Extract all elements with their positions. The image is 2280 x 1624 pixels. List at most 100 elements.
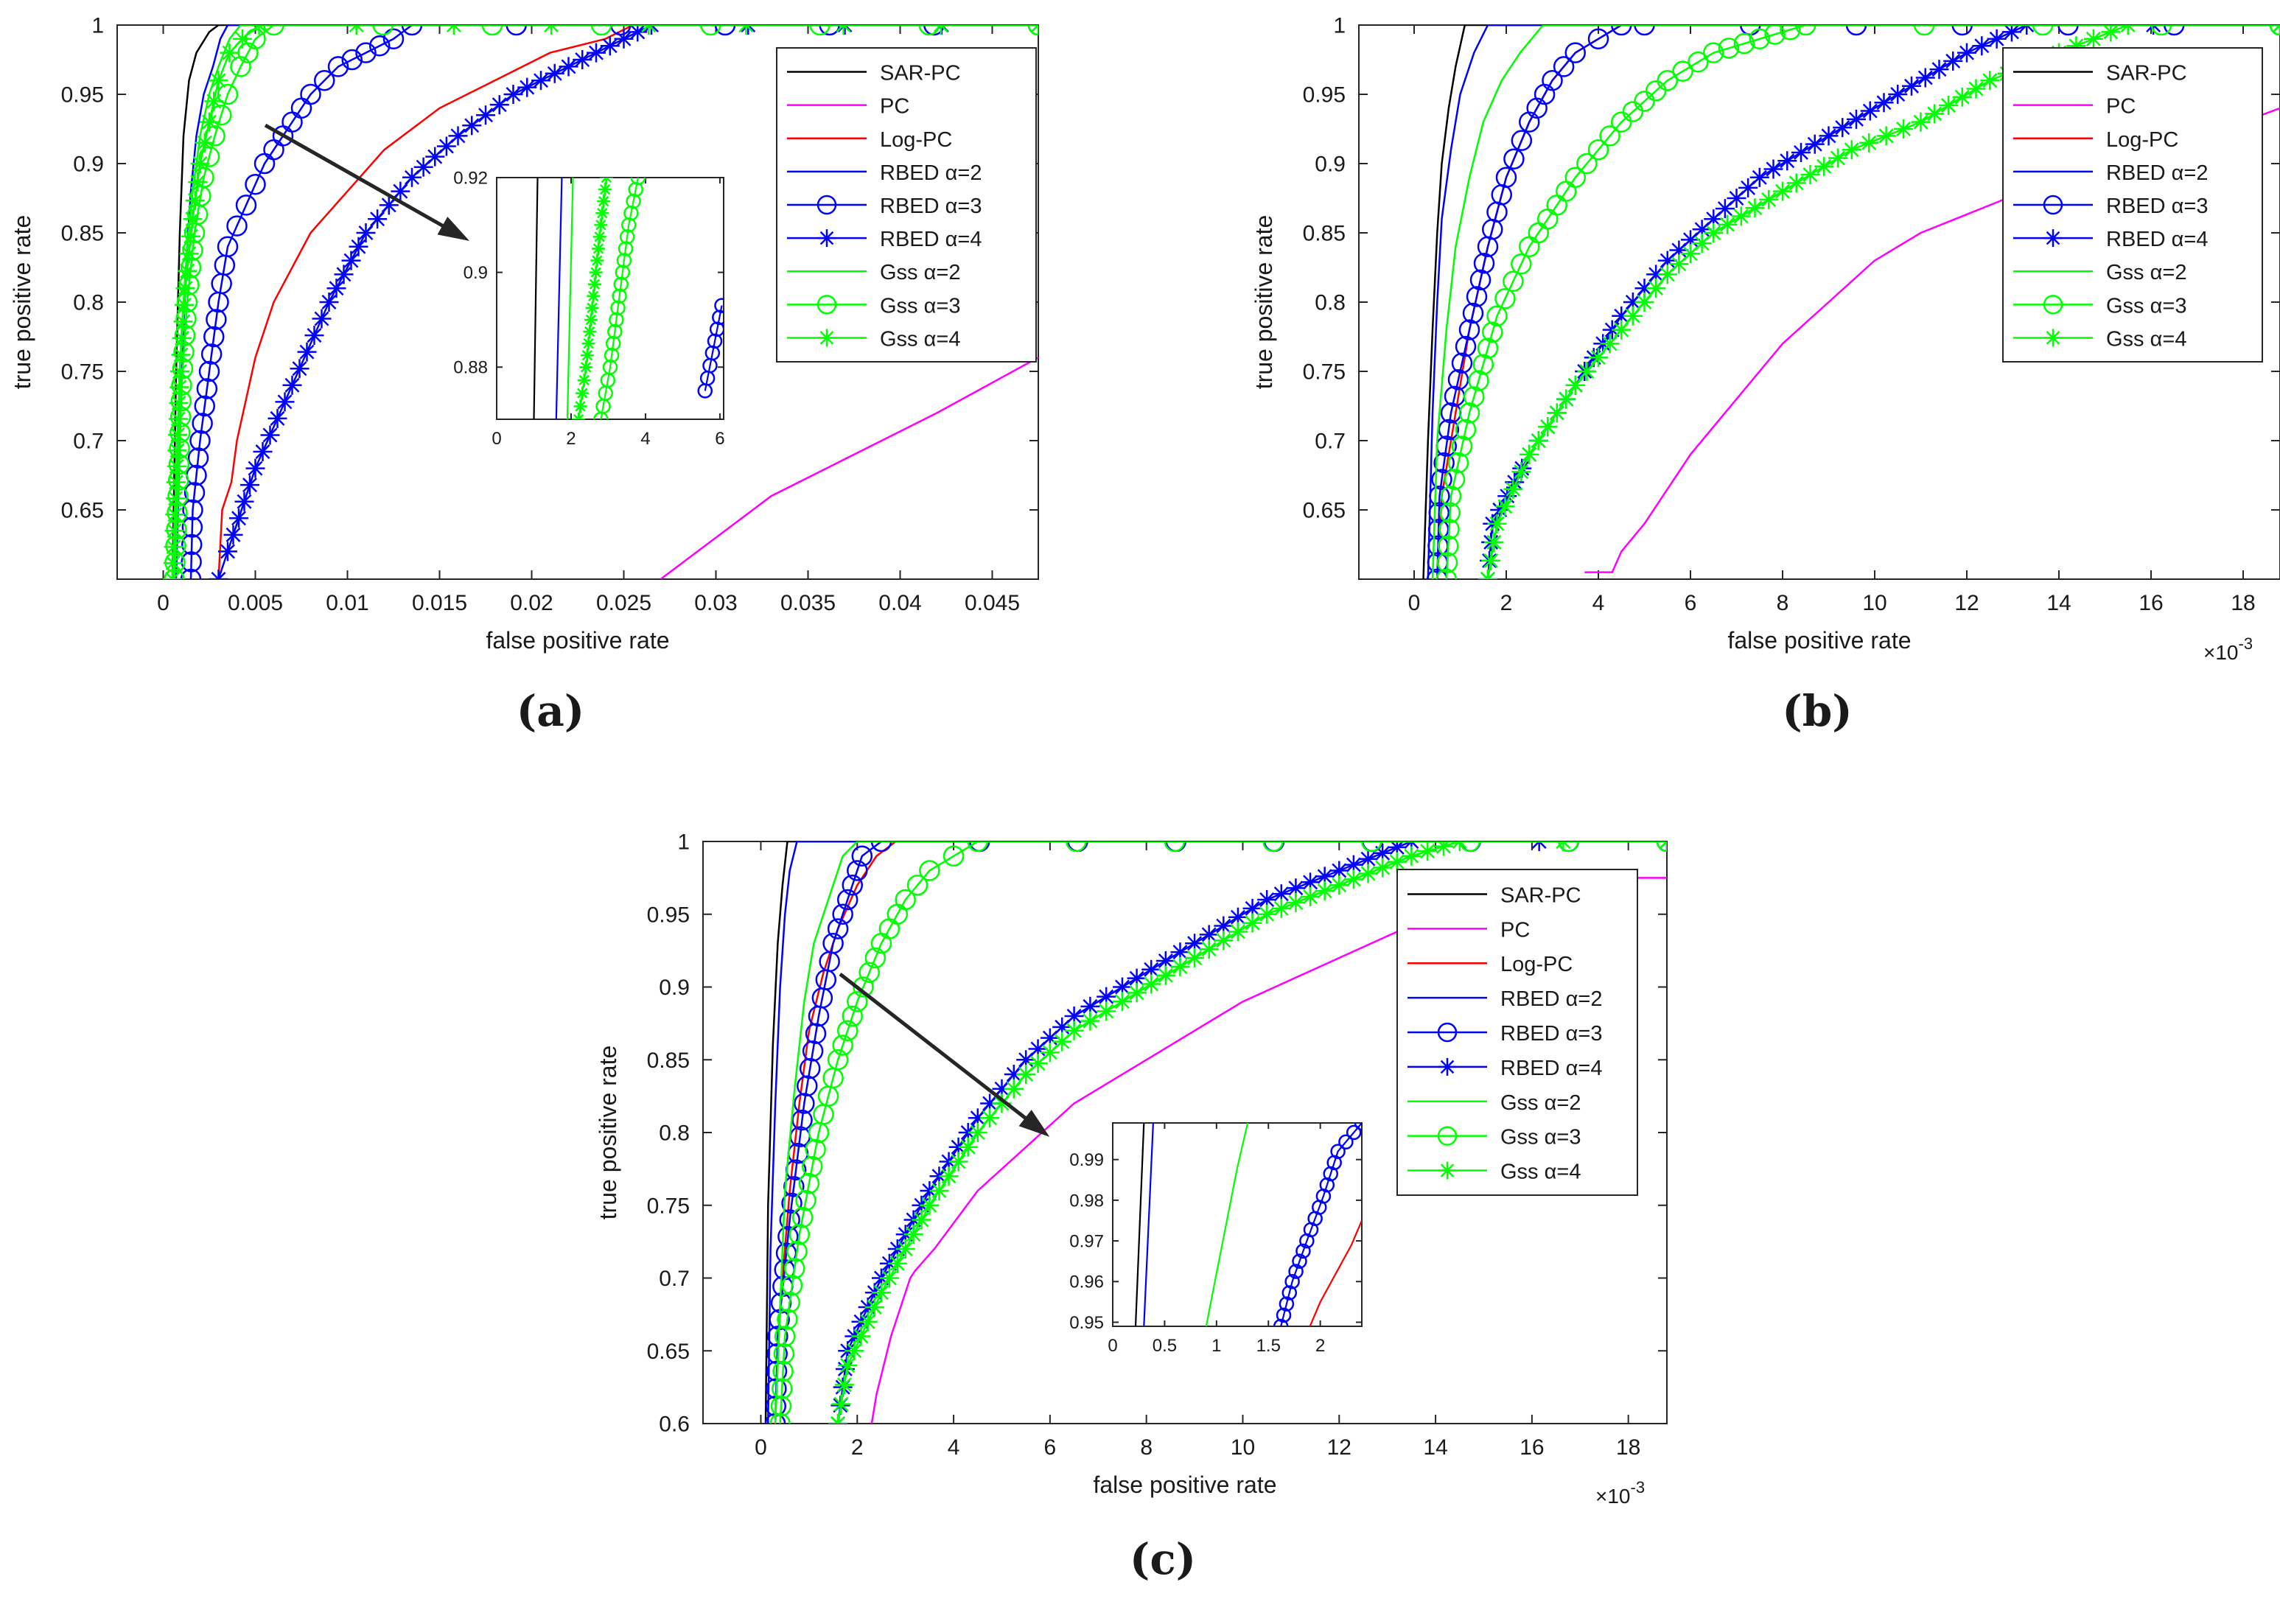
chart-a-legend-item-label: PC <box>880 95 909 119</box>
chart-c-series-rbed-3-marker <box>779 1209 800 1231</box>
chart-c-series-gss-4-marker-stroke <box>1389 854 1405 869</box>
chart-a-legend-item-marker <box>818 329 836 347</box>
chart-c-series-rbed-4-marker-stroke <box>1144 962 1159 977</box>
chart-b-series-gss-3-marker <box>1913 25 1935 36</box>
chart-c-series-gss-3-marker <box>770 1396 792 1417</box>
chart-a-series-rbed-4-marker-stroke <box>211 572 220 579</box>
chart-c-series-gss-4-marker <box>958 1137 978 1157</box>
chart-a-inset-series-gss-3-marker <box>607 323 623 340</box>
chart-a-x-axis-label: false positive rate <box>486 627 669 654</box>
chart-a-inset-series-gss-4-marker-stroke <box>583 337 594 349</box>
chart-a-inset-y-tick-label: 0.9 <box>464 263 488 283</box>
chart-b-series-gss-4-marker-stroke <box>1941 98 1956 113</box>
chart-b-series-gss-4-marker <box>1759 189 1779 209</box>
chart-b-series-rbed-4-marker <box>1915 68 1935 88</box>
chart-c-series-gss-3-marker <box>836 1020 859 1041</box>
chart-b-series-gss-3-marker <box>1780 25 1801 41</box>
chart-a-series-gss-4-marker <box>736 25 756 35</box>
chart-a-series-rbed-4-marker-stroke <box>225 527 241 542</box>
chart-b-series-gss-4-marker <box>1623 306 1643 326</box>
chart-b-series-gss-4-marker <box>1925 104 1945 124</box>
chart-b-series-gss-4-marker-stroke <box>1591 350 1606 365</box>
chart-a-legend: SAR-PC PC Log-PC RBED α=2 RBED α=3 RBED α=4 Gs… <box>776 47 1037 363</box>
chart-a-series-rbed-4-marker <box>341 251 361 270</box>
chart-b-series-gss-3-marker <box>1436 552 1458 573</box>
chart-a-series-rbed-3-marker <box>181 533 203 556</box>
chart-a-series-gss-4-marker-stroke <box>202 114 217 130</box>
chart-c-series-gss-4-marker <box>912 1210 931 1230</box>
chart-c-series-gss-4-marker-stroke <box>1660 841 1667 849</box>
chart-c-series-gss-3-marker <box>919 860 940 881</box>
chart-a-series-rbed-3-marker <box>923 25 945 36</box>
chart-c-inset-y-tick-label: 0.96 <box>1069 1273 1104 1292</box>
chart-c-series-gss-4-marker-stroke <box>1172 959 1188 974</box>
chart-c-inset-series-rbed-3-marker <box>1281 1285 1298 1301</box>
chart-c-inset-series-log-pc-line <box>1309 1220 1362 1326</box>
chart-b-series-gss-4-marker-stroke <box>1486 572 1495 579</box>
chart-b-series-gss-4-marker-stroke <box>1531 433 1546 448</box>
chart-b-legend-item-label: SAR-PC <box>2106 62 2187 85</box>
chart-a-series-gss-3-marker <box>263 25 284 36</box>
chart-c-inset-x-tick-label: 1 <box>1211 1336 1221 1356</box>
chart-c-inset-series-rbed-3-marker <box>1276 1307 1292 1323</box>
chart-a-series-rbed-4-marker-stroke <box>242 477 257 493</box>
chart-c-series-gss-4-marker <box>1657 841 1667 851</box>
chart-a-inset-series-gss-4-marker-stroke <box>592 243 604 254</box>
chart-b-series-rbed-4-marker-stroke <box>1766 161 1781 177</box>
chart-c-x-tick-label: 16 <box>1520 1435 1544 1460</box>
chart-c-series-gss-4-marker <box>879 1268 899 1288</box>
chart-c-series-rbed-4-marker <box>1199 925 1219 945</box>
chart-a-inset-x-tick-label: 2 <box>566 429 576 449</box>
chart-b-series-gss-4-marker-stroke <box>1747 200 1763 216</box>
chart-c-y-axis-label: true positive rate <box>595 1046 621 1220</box>
chart-b-series-gss-4-marker <box>1876 126 1896 146</box>
chart-a-series-gss-4-marker-stroke <box>842 25 851 32</box>
chart-a-zoom-arrow-shaft <box>264 123 466 240</box>
chart-c-series-rbed-4-marker-stroke <box>1537 841 1547 849</box>
chart-a-series-gss-4-marker-stroke <box>251 25 261 32</box>
chart-b-series-gss-4-marker <box>1612 320 1632 340</box>
chart-c-series-gss-3-marker <box>842 1005 863 1027</box>
chart-c-y-tick-label: 0.8 <box>659 1121 690 1146</box>
chart-b-series-rbed-4-marker <box>1805 134 1825 154</box>
chart-b-series-gss-4-marker-stroke <box>2103 25 2119 40</box>
chart-a-series-rbed-4-marker-stroke <box>589 45 604 60</box>
chart-c-legend-item-marker <box>1438 1057 1456 1076</box>
chart-c-series-gss-4-marker <box>1040 1043 1060 1063</box>
chart-c-series-rbed-4-marker-stroke <box>1332 863 1347 878</box>
chart-c-series-rbed-3-marker <box>842 875 863 896</box>
chart-a-series-gss-3-marker <box>173 341 195 363</box>
chart-a-series-gss-4-marker <box>175 295 194 315</box>
chart-c-series-gss-4-marker-stroke <box>1259 906 1275 922</box>
chart-b-series-rbed-3-marker <box>1458 319 1480 340</box>
chart-c-legend-item-label: RBED α=2 <box>1500 987 1602 1011</box>
chart-a-series-gss-4-marker-stroke <box>175 314 191 329</box>
chart-c-series-gss-3-marker <box>784 1258 805 1279</box>
chart-b-series-rbed-4-marker <box>1987 29 2007 49</box>
chart-c-inset-series-rbed-3-marker <box>1284 1274 1300 1289</box>
chart-c-series-gss-4-marker-stroke <box>970 1125 985 1140</box>
chart-c-series-gss-4-marker-stroke <box>881 1270 897 1286</box>
chart-c-x-tick-label: 2 <box>851 1435 864 1460</box>
chart-a-series-gss-4-marker <box>346 25 366 35</box>
chart-c-series-gss-3-marker <box>769 1413 791 1424</box>
chart-b-series-rbed-4-marker <box>1833 118 1853 138</box>
chart-a-inset-series-gss-3-line <box>600 178 639 419</box>
chart-b-series-rbed-3-marker <box>1427 519 1450 540</box>
chart-a-series-rbed-4-marker-stroke <box>307 328 322 343</box>
chart-a-series-gss-4-marker-stroke <box>171 572 180 579</box>
chart-b-series-gss-4-marker-stroke <box>2126 25 2136 32</box>
chart-a-y-tick-label: 0.65 <box>61 499 104 523</box>
chart-a-inset-series-gss-4-marker-stroke <box>588 290 599 301</box>
chart-b-series-rbed-3-marker <box>1634 25 1655 36</box>
chart-b-series-gss-4-marker-stroke <box>1913 114 1928 130</box>
chart-a-series-rbed-4-marker <box>476 105 495 125</box>
chart-b-series-rbed-3-marker <box>1587 28 1609 50</box>
chart-a-series-rbed-4-marker <box>209 570 228 579</box>
chart-a-series-gss-4-marker <box>183 209 203 229</box>
chart-a-series-gss-4-marker-stroke <box>167 507 183 522</box>
chart-b-series-rbed-3-marker <box>1495 167 1517 189</box>
chart-a-series-gss-4-marker-stroke <box>836 25 845 32</box>
chart-a-series-rbed-4-marker-stroke <box>314 311 329 326</box>
chart-b-series-gss-3-marker <box>1688 51 1709 73</box>
